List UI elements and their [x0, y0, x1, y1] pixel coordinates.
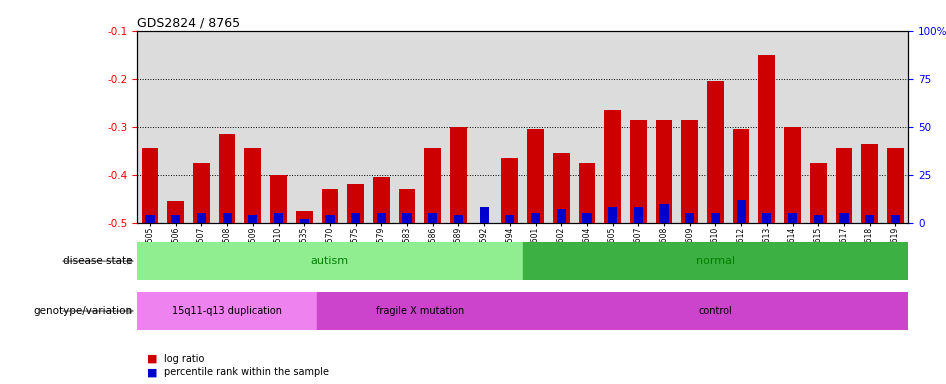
Bar — [197, 213, 206, 223]
Bar — [317, 292, 522, 330]
Bar — [222, 213, 232, 223]
Bar — [634, 207, 643, 223]
Bar — [608, 207, 617, 223]
Bar — [274, 213, 283, 223]
Bar — [505, 215, 515, 223]
Bar — [322, 189, 339, 223]
Bar — [296, 211, 312, 223]
Bar — [788, 213, 797, 223]
Bar — [300, 219, 308, 223]
Bar — [839, 213, 849, 223]
Bar — [271, 175, 287, 223]
Bar — [425, 148, 441, 223]
Text: disease state: disease state — [63, 256, 132, 266]
Bar — [219, 134, 236, 223]
Bar — [347, 184, 364, 223]
Bar — [527, 129, 544, 223]
Bar — [377, 213, 386, 223]
Bar — [402, 213, 412, 223]
Text: normal: normal — [696, 256, 735, 266]
Text: log ratio: log ratio — [164, 354, 204, 364]
Bar — [784, 127, 801, 223]
Bar — [733, 129, 749, 223]
Bar — [762, 213, 771, 223]
Bar — [707, 81, 724, 223]
Bar — [659, 204, 669, 223]
Bar — [167, 201, 184, 223]
Bar — [737, 200, 745, 223]
Bar — [579, 163, 595, 223]
Text: control: control — [698, 306, 732, 316]
Bar — [522, 292, 908, 330]
Bar — [552, 153, 569, 223]
Text: ■: ■ — [147, 367, 157, 377]
Bar — [865, 215, 874, 223]
Bar — [531, 213, 540, 223]
Bar — [137, 242, 522, 280]
Bar — [325, 215, 335, 223]
Bar — [522, 242, 908, 280]
Text: ■: ■ — [147, 354, 157, 364]
Bar — [248, 215, 257, 223]
Text: genotype/variation: genotype/variation — [33, 306, 132, 316]
Bar — [556, 209, 566, 223]
Bar — [810, 163, 827, 223]
Text: percentile rank within the sample: percentile rank within the sample — [164, 367, 328, 377]
Bar — [710, 213, 720, 223]
Bar — [681, 119, 698, 223]
Bar — [759, 55, 775, 223]
Bar — [137, 292, 317, 330]
Text: autism: autism — [311, 256, 349, 266]
Bar — [142, 148, 158, 223]
Bar — [835, 148, 852, 223]
Bar — [146, 215, 154, 223]
Bar — [685, 213, 694, 223]
Text: fragile X mutation: fragile X mutation — [376, 306, 464, 316]
Bar — [398, 189, 415, 223]
Bar — [480, 207, 489, 223]
Bar — [604, 110, 621, 223]
Bar — [193, 163, 210, 223]
Bar — [244, 148, 261, 223]
Bar — [630, 119, 647, 223]
Bar — [814, 215, 823, 223]
Bar — [171, 215, 181, 223]
Bar — [583, 213, 591, 223]
Text: GDS2824 / 8765: GDS2824 / 8765 — [137, 17, 240, 30]
Bar — [351, 213, 360, 223]
Text: 15q11-q13 duplication: 15q11-q13 duplication — [172, 306, 282, 316]
Bar — [887, 148, 903, 223]
Bar — [861, 144, 878, 223]
Bar — [450, 127, 466, 223]
Bar — [501, 158, 518, 223]
Bar — [373, 177, 390, 223]
Bar — [454, 215, 463, 223]
Bar — [891, 215, 900, 223]
Bar — [656, 119, 673, 223]
Bar — [429, 213, 437, 223]
